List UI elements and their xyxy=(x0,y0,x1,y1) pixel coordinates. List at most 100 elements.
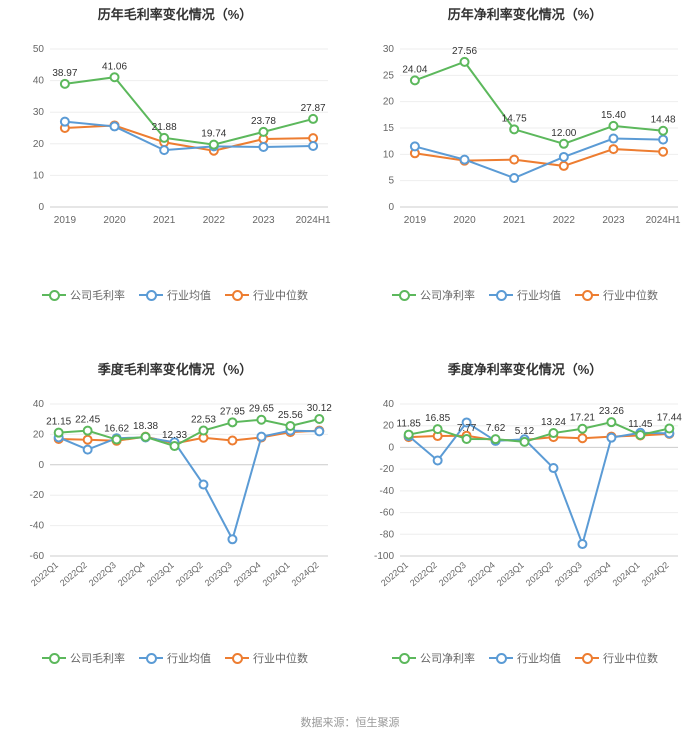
svg-text:25.56: 25.56 xyxy=(278,410,303,421)
svg-text:2022Q2: 2022Q2 xyxy=(58,560,89,588)
svg-text:2022Q3: 2022Q3 xyxy=(87,560,118,588)
svg-text:5: 5 xyxy=(388,176,394,187)
legend-swatch-icon xyxy=(42,653,66,663)
svg-text:2019: 2019 xyxy=(404,215,427,226)
svg-text:27.56: 27.56 xyxy=(452,46,477,57)
svg-text:30: 30 xyxy=(33,107,45,118)
svg-text:0: 0 xyxy=(38,202,44,213)
svg-text:29.65: 29.65 xyxy=(249,404,274,415)
svg-text:22.53: 22.53 xyxy=(191,415,216,426)
svg-text:27.87: 27.87 xyxy=(301,103,326,114)
svg-text:2022Q1: 2022Q1 xyxy=(29,560,60,588)
svg-text:2021: 2021 xyxy=(503,215,526,226)
svg-text:2023: 2023 xyxy=(602,215,625,226)
panel-title: 季度净利率变化情况（%） xyxy=(356,359,694,378)
legend-median: 行业中位数 xyxy=(575,650,658,666)
svg-text:20: 20 xyxy=(383,421,395,432)
svg-text:-60: -60 xyxy=(30,551,45,562)
legend-swatch-icon xyxy=(139,653,163,663)
svg-text:17.44: 17.44 xyxy=(657,412,682,423)
svg-text:50: 50 xyxy=(33,44,45,55)
svg-text:11.85: 11.85 xyxy=(397,419,422,430)
svg-text:0: 0 xyxy=(388,442,394,453)
legend-label: 公司毛利率 xyxy=(70,287,125,303)
legend-swatch-icon xyxy=(392,653,416,663)
svg-text:2023Q3: 2023Q3 xyxy=(203,560,234,588)
panel-quarterly-gross: 季度毛利率变化情况（%） -60-40-20020402022Q12022Q22… xyxy=(0,355,350,710)
chart-grid: 历年毛利率变化情况（%） 010203040502019202020212022… xyxy=(0,0,700,710)
chart-annual-gross: 01020304050201920202021202220232024H138.… xyxy=(6,23,344,285)
legend-swatch-icon xyxy=(225,290,249,300)
svg-text:2020: 2020 xyxy=(103,215,126,226)
legend-swatch-icon xyxy=(575,290,599,300)
svg-text:2024Q2: 2024Q2 xyxy=(640,560,671,588)
svg-text:2021: 2021 xyxy=(153,215,176,226)
svg-text:20: 20 xyxy=(33,139,45,150)
svg-text:27.95: 27.95 xyxy=(220,406,245,417)
legend-label: 公司毛利率 xyxy=(70,650,125,666)
svg-text:2023Q2: 2023Q2 xyxy=(524,560,555,588)
svg-text:0: 0 xyxy=(388,202,394,213)
legend-swatch-icon xyxy=(42,290,66,300)
svg-text:16.62: 16.62 xyxy=(104,424,129,435)
svg-text:41.06: 41.06 xyxy=(102,61,127,72)
svg-text:7.62: 7.62 xyxy=(486,423,506,434)
svg-text:2023Q1: 2023Q1 xyxy=(145,560,176,588)
legend-avg: 行业均值 xyxy=(139,287,211,303)
svg-text:16.85: 16.85 xyxy=(425,413,450,424)
svg-text:15: 15 xyxy=(383,123,395,134)
svg-text:17.21: 17.21 xyxy=(570,413,595,424)
legend-swatch-icon xyxy=(489,653,513,663)
svg-text:2023Q4: 2023Q4 xyxy=(582,560,613,588)
svg-text:2022Q3: 2022Q3 xyxy=(437,560,468,588)
svg-text:2023: 2023 xyxy=(252,215,275,226)
legend-company-gross: 公司毛利率 xyxy=(42,287,125,303)
legend-company-gross: 公司毛利率 xyxy=(42,650,125,666)
svg-text:10: 10 xyxy=(383,149,395,160)
legend-label: 行业均值 xyxy=(167,650,211,666)
legend-label: 行业均值 xyxy=(167,287,211,303)
svg-text:30: 30 xyxy=(383,44,395,55)
svg-text:19.74: 19.74 xyxy=(201,129,226,140)
legend-label: 行业均值 xyxy=(517,287,561,303)
svg-text:5.12: 5.12 xyxy=(515,426,535,437)
svg-text:12.33: 12.33 xyxy=(162,430,187,441)
legend-company-net: 公司净利率 xyxy=(392,650,475,666)
svg-text:2024Q2: 2024Q2 xyxy=(290,560,321,588)
svg-text:2023Q1: 2023Q1 xyxy=(495,560,526,588)
legend-swatch-icon xyxy=(489,290,513,300)
legend-avg: 行业均值 xyxy=(489,287,561,303)
legend-swatch-icon xyxy=(392,290,416,300)
svg-text:14.48: 14.48 xyxy=(651,115,676,126)
chart-annual-net: 051015202530201920202021202220232024H124… xyxy=(356,23,694,285)
svg-text:20: 20 xyxy=(33,429,45,440)
svg-text:-100: -100 xyxy=(374,551,394,562)
panel-quarterly-net: 季度净利率变化情况（%） -100-80-60-40-20020402022Q1… xyxy=(350,355,700,710)
svg-text:40: 40 xyxy=(33,76,45,87)
panel-title: 历年净利率变化情况（%） xyxy=(356,4,694,23)
svg-text:38.97: 38.97 xyxy=(52,68,77,79)
svg-text:21.88: 21.88 xyxy=(152,122,177,133)
legend: 公司毛利率 行业均值 行业中位数 xyxy=(6,650,344,666)
panel-title: 历年毛利率变化情况（%） xyxy=(6,4,344,23)
legend-median: 行业中位数 xyxy=(225,650,308,666)
svg-text:-20: -20 xyxy=(30,490,45,501)
svg-text:23.26: 23.26 xyxy=(599,406,624,417)
svg-text:24.04: 24.04 xyxy=(402,64,427,75)
svg-text:13.24: 13.24 xyxy=(541,417,566,428)
svg-text:40: 40 xyxy=(383,399,395,410)
svg-text:11.45: 11.45 xyxy=(628,419,653,430)
legend-avg: 行业均值 xyxy=(489,650,561,666)
svg-text:2022: 2022 xyxy=(553,215,576,226)
svg-text:2024H1: 2024H1 xyxy=(646,215,681,226)
panel-title: 季度毛利率变化情况（%） xyxy=(6,359,344,378)
svg-text:21.15: 21.15 xyxy=(46,417,71,428)
chart-quarterly-gross: -60-40-20020402022Q12022Q22022Q32022Q420… xyxy=(6,378,344,648)
svg-text:2022Q2: 2022Q2 xyxy=(408,560,439,588)
legend-label: 行业中位数 xyxy=(253,650,308,666)
svg-text:-60: -60 xyxy=(380,508,395,519)
legend-label: 公司净利率 xyxy=(420,650,475,666)
legend-median: 行业中位数 xyxy=(575,287,658,303)
svg-text:2019: 2019 xyxy=(54,215,77,226)
svg-text:0: 0 xyxy=(38,460,44,471)
